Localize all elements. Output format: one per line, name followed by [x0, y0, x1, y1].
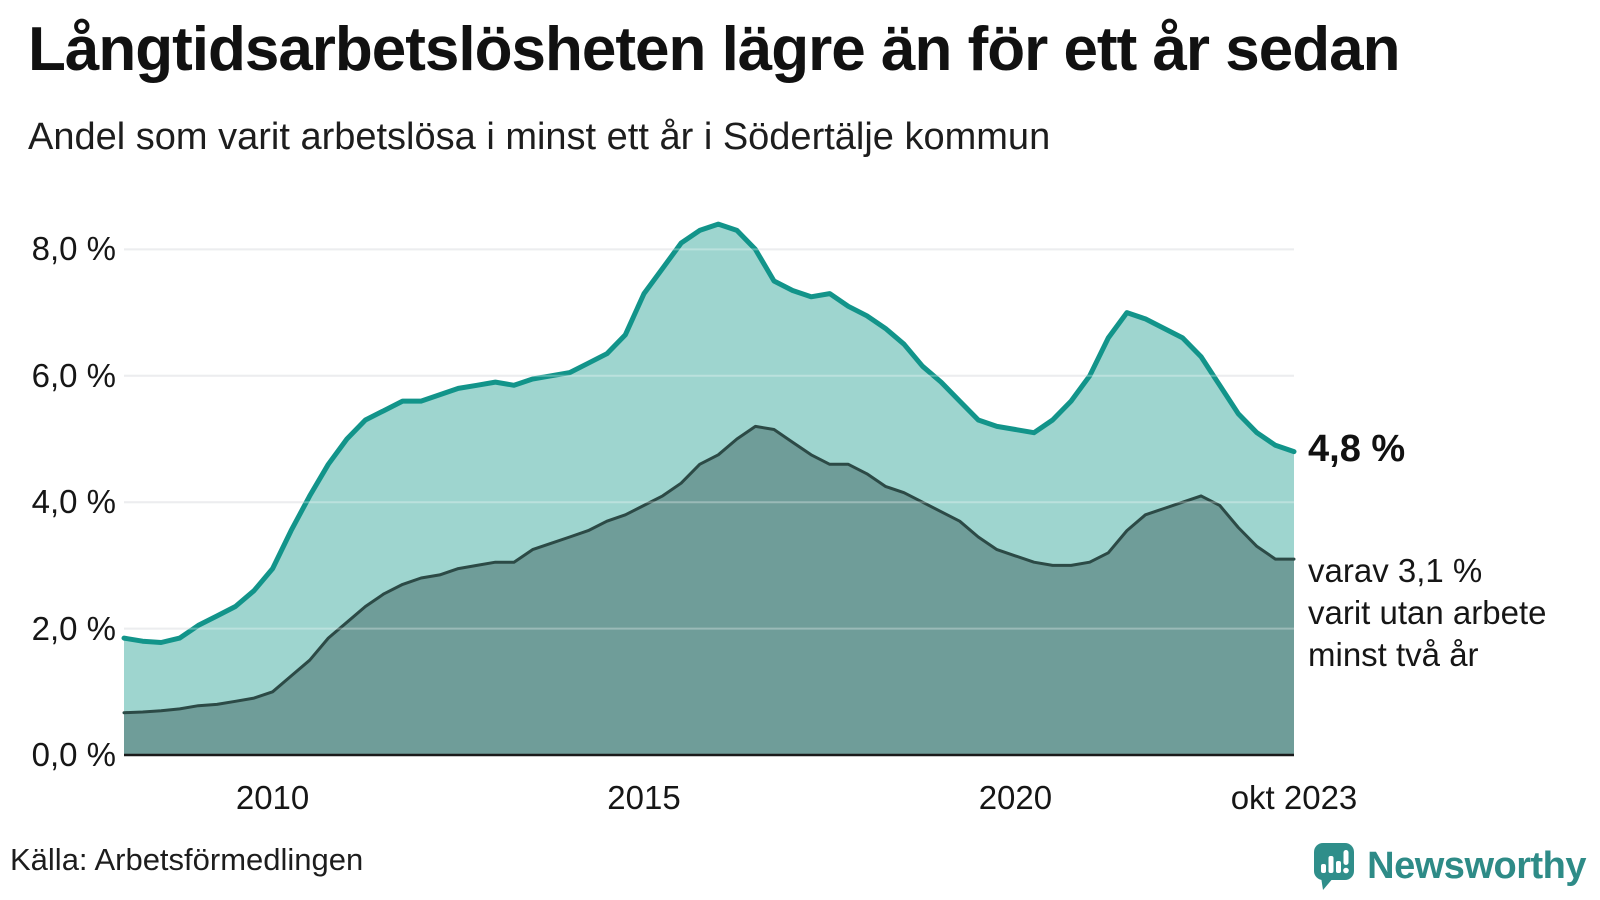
source-note: Källa: Arbetsförmedlingen — [10, 842, 364, 877]
latest-value-label: 4,8 % — [1308, 428, 1406, 470]
secondary-value-line3: minst två år — [1308, 636, 1479, 673]
page-subtitle: Andel som varit arbetslösa i minst ett å… — [28, 116, 1051, 158]
x-tick-label: 2020 — [978, 779, 1053, 816]
secondary-value-line2: varit utan arbete — [1308, 594, 1547, 631]
series-2-line — [122, 424, 1296, 715]
y-tick-label: 2,0 % — [31, 609, 116, 647]
x-tick-label: 2010 — [235, 779, 310, 816]
newsworthy-logo: Newsworthy — [1311, 840, 1586, 892]
series-1-line — [121, 221, 1297, 645]
x-tick-label: okt 2023 — [1230, 779, 1358, 816]
newsworthy-logo-icon — [1314, 843, 1355, 890]
x-tick-label: 2015 — [607, 779, 681, 816]
secondary-value-label: varav 3,1 % varit utan arbete minst två … — [1308, 550, 1588, 676]
secondary-value-line1: varav 3,1 % — [1308, 552, 1483, 589]
y-tick-label: 6,0 % — [31, 356, 116, 394]
y-tick-label: 8,0 % — [31, 230, 116, 268]
series-2-area — [124, 426, 1294, 755]
newsworthy-logo-text: Newsworthy — [1367, 844, 1586, 887]
y-tick-label: 4,0 % — [31, 483, 116, 521]
y-tick-label: 0,0 % — [31, 736, 116, 773]
page-title: Långtidsarbetslösheten lägre än för ett … — [28, 15, 1400, 84]
